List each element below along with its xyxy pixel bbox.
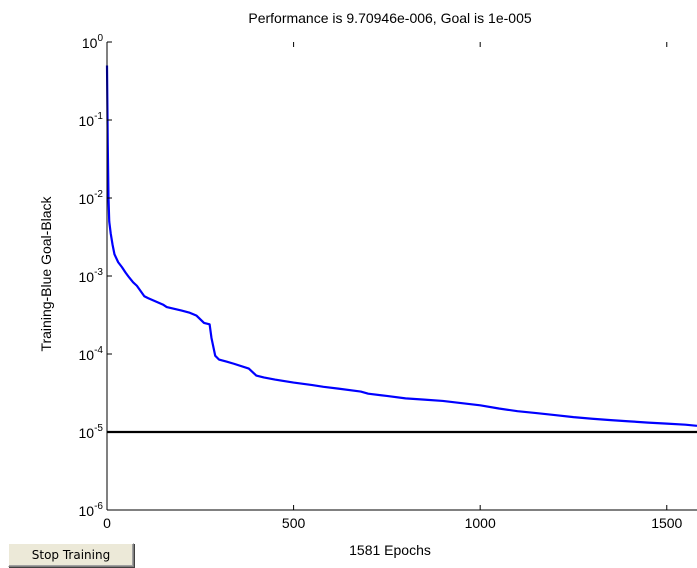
x-tick-label: 500 xyxy=(282,515,306,531)
plot-area xyxy=(107,42,697,510)
y-tick-label: 10-5 xyxy=(79,423,104,441)
training-performance-line xyxy=(105,65,697,427)
series-layer xyxy=(105,65,697,434)
y-tick-label: 10-4 xyxy=(79,345,104,363)
y-tick-label: 100 xyxy=(82,33,104,51)
chart-title: Performance is 9.70946e-006, Goal is 1e-… xyxy=(248,10,531,26)
x-axis-label: 1581 Epochs xyxy=(349,542,431,558)
ticks-layer: 0 500 1000 1500 100 10-1 10-2 10-3 10-4 10-5 10-6 xyxy=(79,33,683,531)
y-tick-label: 10-6 xyxy=(79,501,104,519)
plot-background xyxy=(107,42,697,510)
x-tick-label: 1500 xyxy=(651,515,682,531)
x-tick-label: 1000 xyxy=(465,515,496,531)
y-tick-label: 10-2 xyxy=(79,189,104,207)
y-tick-label: 10-3 xyxy=(79,267,104,285)
stop-training-button[interactable]: Stop Training xyxy=(8,543,134,567)
y-tick-label: 10-1 xyxy=(79,111,104,129)
x-tick-label: 0 xyxy=(103,515,111,531)
y-axis-label: Training-Blue Goal-Black xyxy=(38,195,54,351)
